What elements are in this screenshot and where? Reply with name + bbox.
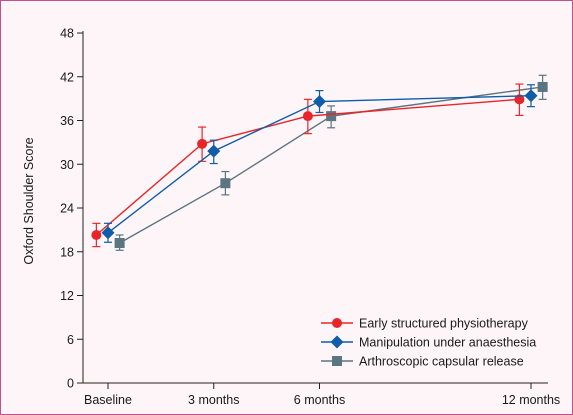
y-tick-label: 42 <box>60 70 74 84</box>
data-point <box>537 81 548 92</box>
y-tick-label: 24 <box>60 202 74 216</box>
legend-entry: Arthroscopic capsular release <box>321 355 524 369</box>
data-point <box>302 111 313 122</box>
legend-entry: Manipulation under anaesthesia <box>321 335 536 350</box>
series-line <box>95 98 520 236</box>
y-axis-title: Oxford Shoulder Score <box>22 137 36 264</box>
y-tick-label: 30 <box>60 158 74 172</box>
data-point <box>326 111 337 122</box>
y-axis-ticks: 0 6 12 18 24 30 36 42 48 <box>60 27 83 391</box>
data-point <box>313 95 326 109</box>
x-tick-label: Baseline <box>84 393 132 407</box>
y-tick-label: 12 <box>60 289 74 303</box>
legend-entry: Early structured physiotherapy <box>321 317 529 331</box>
legend-marker <box>332 356 342 366</box>
data-point <box>101 226 115 240</box>
y-tick-label: 0 <box>67 377 74 391</box>
series-group <box>91 83 525 248</box>
series-group <box>101 84 538 243</box>
axes <box>82 31 548 384</box>
y-tick-label: 36 <box>60 114 74 128</box>
y-tick-label: 18 <box>60 245 74 259</box>
legend-marker <box>330 335 344 349</box>
data-point <box>524 89 538 103</box>
data-point <box>114 238 125 248</box>
legend-label: Early structured physiotherapy <box>359 317 529 331</box>
series-layer <box>91 74 548 251</box>
data-point <box>207 144 221 158</box>
data-point <box>220 178 231 189</box>
data-point <box>514 94 525 105</box>
x-tick-label: 3 months <box>188 393 239 407</box>
y-tick-label: 48 <box>60 27 74 41</box>
data-point <box>91 229 102 240</box>
series-line <box>107 95 532 234</box>
series-group <box>114 74 548 251</box>
series-line <box>119 86 543 244</box>
y-tick-label: 6 <box>67 333 74 347</box>
x-axis-ticks: Baseline 3 months 6 months 12 months <box>84 383 560 407</box>
x-tick-label: 12 months <box>502 393 560 407</box>
legend-marker <box>332 318 342 328</box>
legend-label: Manipulation under anaesthesia <box>359 336 536 350</box>
x-tick-label: 6 months <box>294 393 345 407</box>
legend-label: Arthroscopic capsular release <box>359 355 524 369</box>
data-point <box>197 138 208 149</box>
legend: Early structured physiotherapy Manipulati… <box>321 317 536 369</box>
